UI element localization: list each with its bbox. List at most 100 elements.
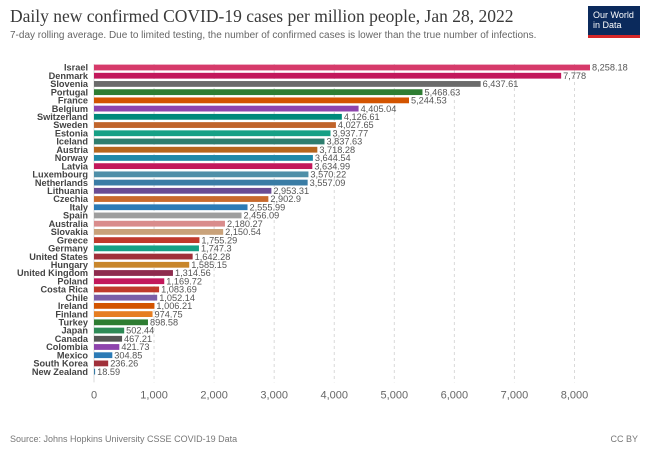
value-label: 1,314.56 <box>175 268 211 278</box>
category-label: Turkey <box>59 318 89 328</box>
source-note[interactable]: Source: Johns Hopkins University CSSE CO… <box>10 434 238 444</box>
bar[interactable] <box>94 179 308 186</box>
bar[interactable] <box>94 81 481 87</box>
category-label: United States <box>29 252 88 262</box>
category-label: Italy <box>70 202 89 212</box>
bar[interactable] <box>94 344 120 350</box>
value-label: 5,468.63 <box>424 87 460 97</box>
bar[interactable] <box>94 155 313 161</box>
value-label: 2,456.09 <box>244 211 280 221</box>
category-label: Poland <box>57 276 88 286</box>
logo-line-2: in Data <box>593 20 622 30</box>
value-label: 4,405.04 <box>361 104 397 114</box>
x-axis-ticks: 0 1,000 2,000 3,000 4,000 5,000 6,000 7,000 8,00… <box>91 389 588 401</box>
value-label: 974.75 <box>155 309 183 319</box>
value-label: 304.85 <box>114 350 142 360</box>
value-label: 1,585.15 <box>191 260 227 270</box>
value-label: 502.44 <box>126 326 154 336</box>
category-label: Spain <box>63 211 88 221</box>
x-tick-label: 2,000 <box>200 389 228 401</box>
bar[interactable] <box>94 335 123 342</box>
bar[interactable] <box>94 270 173 276</box>
bar[interactable] <box>94 163 313 170</box>
category-label: Austria <box>56 145 89 155</box>
value-label: 2,555.99 <box>250 202 286 212</box>
license-label[interactable]: CC BY <box>610 434 638 444</box>
bar[interactable] <box>94 130 331 137</box>
bar[interactable] <box>94 220 225 227</box>
bar[interactable] <box>94 253 193 260</box>
value-label: 1,169.72 <box>166 276 202 286</box>
x-tick-label: 1,000 <box>140 389 168 401</box>
bar[interactable] <box>94 122 336 128</box>
bar[interactable] <box>94 286 160 293</box>
x-tick-label: 7,000 <box>501 389 529 401</box>
value-label: 4,027.65 <box>338 120 374 130</box>
category-label: Portugal <box>51 87 88 97</box>
x-tick-label: 4,000 <box>320 389 348 401</box>
category-label: Canada <box>55 334 89 344</box>
bar[interactable] <box>94 171 309 178</box>
category-label: Chile <box>66 293 88 303</box>
category-label: Switzerland <box>37 112 88 122</box>
value-label: 7,778 <box>563 71 586 81</box>
bar[interactable] <box>94 196 269 202</box>
category-label: Estonia <box>55 128 89 138</box>
bar[interactable] <box>94 360 109 367</box>
category-label: Ireland <box>58 301 88 311</box>
owid-logo[interactable]: Our World in Data <box>588 6 640 38</box>
bar[interactable] <box>94 368 96 375</box>
value-label: 3,557.09 <box>310 178 346 188</box>
logo-line-1: Our World <box>593 10 634 20</box>
category-label: Czechia <box>53 194 89 204</box>
category-label: Finland <box>55 309 88 319</box>
bar[interactable] <box>94 72 562 79</box>
value-label: 3,570.22 <box>310 170 346 180</box>
chart-subtitle: 7-day rolling average. Due to limited te… <box>10 30 537 41</box>
bar[interactable] <box>94 97 409 104</box>
bar[interactable] <box>94 146 318 153</box>
bar[interactable] <box>94 302 155 309</box>
bar[interactable] <box>94 138 325 145</box>
bar[interactable] <box>94 237 200 244</box>
value-label: 3,837.63 <box>326 137 362 147</box>
x-tick-label: 6,000 <box>441 389 469 401</box>
category-label: Lithuania <box>47 186 89 196</box>
value-label: 2,953.31 <box>273 186 309 196</box>
bar[interactable] <box>94 261 190 268</box>
bar[interactable] <box>94 212 242 219</box>
bar[interactable] <box>94 64 590 71</box>
category-label: South Korea <box>33 359 89 369</box>
category-label: Israel <box>64 63 88 73</box>
category-label: Mexico <box>57 350 89 360</box>
bar[interactable] <box>94 311 153 317</box>
value-labels: 8,258.18 7,778 6,437.61 5,468.635,244.53 4,4… <box>97 63 628 377</box>
bar[interactable] <box>94 294 158 301</box>
value-label: 1,642.28 <box>195 252 231 262</box>
bar[interactable] <box>94 319 148 326</box>
bar[interactable] <box>94 204 248 211</box>
value-label: 1,083.69 <box>161 285 197 295</box>
bar[interactable] <box>94 352 113 359</box>
bar[interactable] <box>94 89 423 96</box>
bar-chart: IsraelDenmarkSloveniaPortugalFranceBelgi… <box>17 63 628 402</box>
bar[interactable] <box>94 278 165 285</box>
category-label: New Zealand <box>32 367 88 377</box>
bar[interactable] <box>94 327 125 334</box>
category-label: Slovakia <box>51 227 89 237</box>
category-label: Norway <box>55 153 89 163</box>
bar[interactable] <box>94 187 272 194</box>
category-label: Iceland <box>56 137 88 147</box>
category-label: Greece <box>57 235 88 245</box>
value-label: 4,126.61 <box>344 112 380 122</box>
category-label: Latvia <box>61 161 88 171</box>
value-label: 2,180.27 <box>227 219 263 229</box>
bar[interactable] <box>94 245 199 252</box>
bar[interactable] <box>94 105 359 112</box>
value-label: 2,150.54 <box>225 227 261 237</box>
value-label: 467.21 <box>124 334 152 344</box>
value-label: 898.58 <box>150 318 178 328</box>
chart-title: Daily new confirmed COVID-19 cases per m… <box>10 6 514 26</box>
bar[interactable] <box>94 229 224 235</box>
bar[interactable] <box>94 113 342 120</box>
